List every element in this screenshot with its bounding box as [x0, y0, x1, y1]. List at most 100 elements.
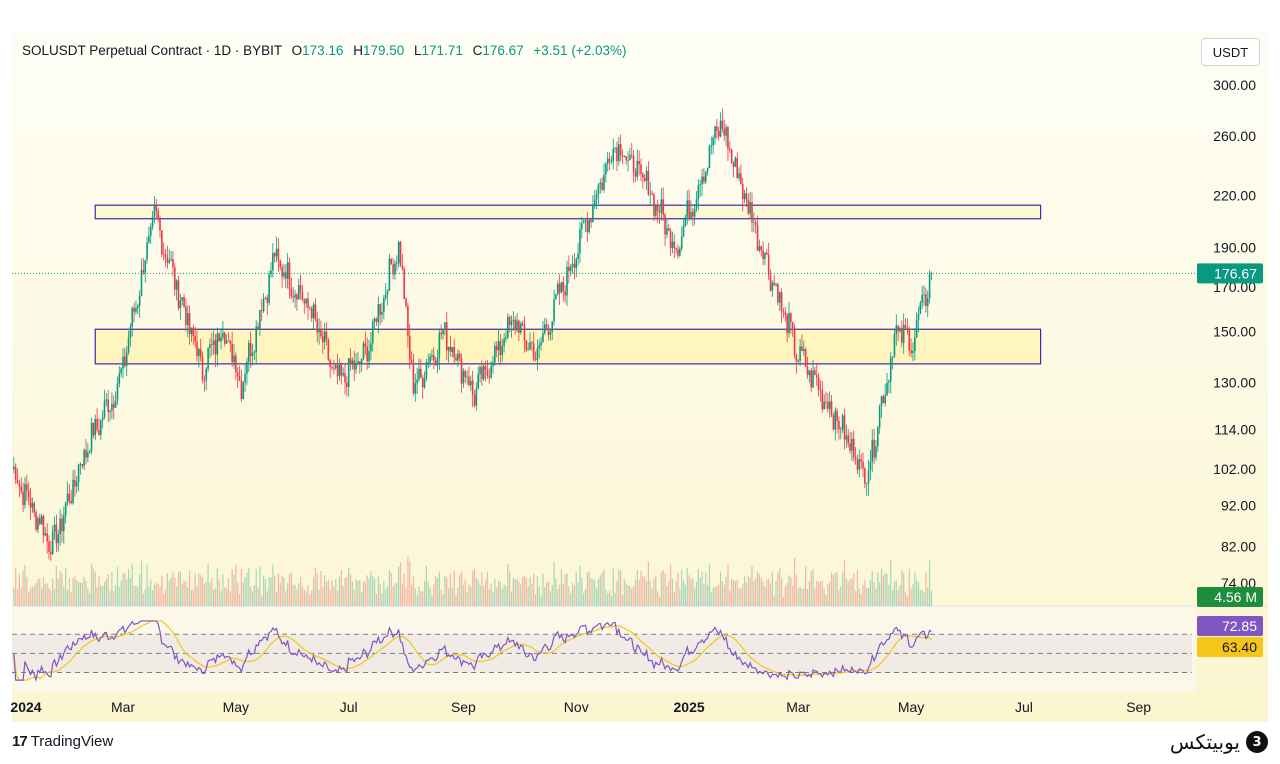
candle-body[interactable]	[836, 410, 838, 422]
candle-body[interactable]	[716, 126, 718, 132]
candle-body[interactable]	[222, 332, 224, 338]
candle-body[interactable]	[601, 182, 603, 190]
candle-body[interactable]	[227, 340, 230, 342]
candle-body[interactable]	[445, 322, 448, 351]
candle-body[interactable]	[767, 254, 770, 275]
candle-body[interactable]	[333, 367, 335, 369]
candle-body[interactable]	[262, 298, 265, 312]
candle-body[interactable]	[692, 211, 694, 217]
candle-body[interactable]	[682, 225, 685, 237]
candle-body[interactable]	[199, 348, 202, 357]
candle-body[interactable]	[373, 318, 376, 322]
candle-body[interactable]	[403, 268, 405, 299]
candle-body[interactable]	[736, 157, 738, 179]
candle-body[interactable]	[218, 333, 220, 342]
candle-body[interactable]	[878, 406, 881, 428]
candle-body[interactable]	[364, 343, 367, 347]
candle-body[interactable]	[751, 201, 753, 223]
candle-body[interactable]	[399, 241, 402, 266]
candle-body[interactable]	[669, 230, 672, 249]
candle-body[interactable]	[553, 299, 555, 322]
candle-body[interactable]	[547, 327, 550, 335]
candle-body[interactable]	[425, 362, 428, 379]
candle-body[interactable]	[710, 145, 713, 147]
candle-body[interactable]	[777, 284, 779, 303]
candle-body[interactable]	[575, 258, 578, 269]
candle-body[interactable]	[124, 356, 126, 366]
candle-body[interactable]	[556, 283, 559, 295]
candle-body[interactable]	[581, 223, 583, 229]
candle-body[interactable]	[545, 324, 548, 328]
candle-body[interactable]	[31, 503, 34, 508]
candle-body[interactable]	[35, 512, 37, 530]
candle-body[interactable]	[74, 479, 76, 487]
support-zone[interactable]	[94, 328, 1042, 365]
candle-body[interactable]	[229, 340, 232, 344]
symbol-label[interactable]: SOLUSDT Perpetual Contract · 1D · BYBIT	[22, 43, 282, 58]
candle-body[interactable]	[745, 193, 748, 200]
candle-body[interactable]	[309, 307, 311, 309]
candle-body[interactable]	[851, 438, 853, 451]
candle-body[interactable]	[921, 294, 923, 303]
candle-body[interactable]	[412, 363, 415, 394]
candle-body[interactable]	[725, 127, 727, 136]
candle-body[interactable]	[27, 490, 30, 498]
candle-body[interactable]	[61, 518, 63, 532]
candle-body[interactable]	[164, 254, 167, 258]
candle-body[interactable]	[516, 320, 518, 330]
candle-body[interactable]	[240, 380, 243, 400]
candle-body[interactable]	[149, 226, 152, 236]
candle-body[interactable]	[764, 252, 766, 260]
candle-body[interactable]	[236, 372, 239, 377]
candle-body[interactable]	[434, 360, 437, 366]
candle-body[interactable]	[810, 370, 812, 388]
candle-body[interactable]	[603, 174, 605, 190]
candle-body[interactable]	[138, 295, 141, 306]
candle-body[interactable]	[63, 515, 65, 532]
candle-body[interactable]	[279, 260, 282, 267]
candle-body[interactable]	[77, 464, 80, 482]
candle-body[interactable]	[151, 217, 154, 227]
candle-body[interactable]	[582, 221, 585, 224]
candle-body[interactable]	[281, 266, 283, 277]
candle-body[interactable]	[457, 353, 459, 361]
candle-body[interactable]	[664, 214, 666, 235]
candle-body[interactable]	[919, 302, 922, 314]
candle-body[interactable]	[675, 247, 677, 250]
candle-body[interactable]	[386, 290, 389, 295]
candle-body[interactable]	[610, 161, 613, 163]
candle-body[interactable]	[788, 313, 790, 334]
candle-body[interactable]	[92, 422, 95, 436]
candle-body[interactable]	[525, 340, 528, 351]
candle-body[interactable]	[312, 304, 315, 318]
candle-body[interactable]	[310, 308, 313, 318]
candle-body[interactable]	[908, 328, 911, 351]
candle-body[interactable]	[627, 160, 629, 161]
candle-body[interactable]	[656, 204, 659, 211]
candle-body[interactable]	[470, 380, 472, 386]
candle-body[interactable]	[795, 355, 798, 362]
candle-body[interactable]	[732, 163, 735, 167]
candle-body[interactable]	[297, 284, 300, 300]
candle-body[interactable]	[599, 182, 602, 185]
candle-body[interactable]	[231, 343, 233, 363]
candle-body[interactable]	[90, 422, 93, 452]
candle-body[interactable]	[505, 337, 507, 339]
candle-body[interactable]	[260, 310, 263, 312]
candle-body[interactable]	[827, 402, 829, 409]
candle-body[interactable]	[266, 297, 269, 303]
candle-body[interactable]	[112, 403, 115, 408]
candle-body[interactable]	[275, 248, 278, 257]
candle-body[interactable]	[843, 415, 846, 440]
candle-body[interactable]	[305, 298, 307, 304]
candle-body[interactable]	[706, 167, 709, 172]
candle-body[interactable]	[133, 307, 135, 312]
candle-body[interactable]	[248, 342, 250, 362]
candle-body[interactable]	[867, 469, 870, 484]
candle-body[interactable]	[854, 457, 857, 460]
candle-body[interactable]	[477, 374, 479, 389]
candle-body[interactable]	[383, 298, 385, 312]
candle-body[interactable]	[162, 254, 165, 256]
candle-body[interactable]	[59, 518, 61, 535]
candle-body[interactable]	[769, 274, 772, 291]
